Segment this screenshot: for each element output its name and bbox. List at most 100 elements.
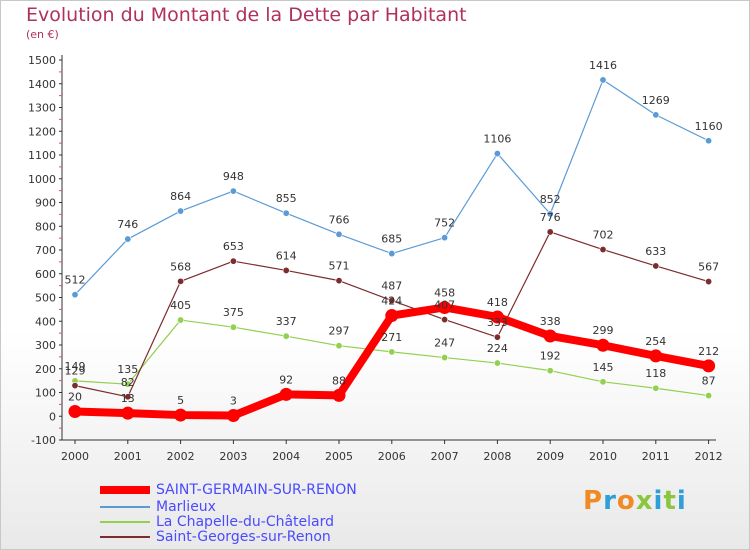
- data-label: 776: [540, 211, 561, 224]
- data-point: [229, 187, 237, 195]
- logo-letter: r: [603, 486, 617, 516]
- data-label: 135: [117, 363, 138, 376]
- logo-letter: o: [616, 486, 636, 516]
- y-tick-label: 1200: [28, 125, 56, 138]
- logo-letter: P: [583, 486, 604, 516]
- data-point: [649, 349, 663, 363]
- data-label: 948: [223, 170, 244, 183]
- data-label: 407: [434, 299, 455, 312]
- data-label: 571: [329, 260, 350, 273]
- data-point: [546, 228, 554, 236]
- data-point: [546, 367, 554, 375]
- data-point: [226, 409, 240, 423]
- data-label: 567: [698, 261, 719, 274]
- data-label: 746: [117, 218, 138, 231]
- data-label: 247: [434, 337, 455, 350]
- data-label: 852: [540, 193, 561, 206]
- data-point: [124, 393, 132, 401]
- data-label: 702: [593, 229, 614, 242]
- data-label: 864: [170, 190, 191, 203]
- y-tick-label: 900: [35, 197, 56, 210]
- data-point: [279, 387, 293, 401]
- y-tick-label: 1000: [28, 173, 56, 186]
- x-tick-label: 2002: [167, 450, 195, 463]
- legend-swatch: [100, 506, 150, 508]
- data-point: [702, 359, 716, 373]
- data-point: [388, 250, 396, 258]
- x-tick-label: 2003: [219, 450, 247, 463]
- data-label: 418: [487, 296, 508, 309]
- data-point: [332, 388, 346, 402]
- data-label: 129: [65, 365, 86, 378]
- data-label: 1416: [589, 59, 617, 72]
- data-point: [599, 246, 607, 254]
- data-label: 424: [381, 295, 402, 308]
- legend-swatch: [100, 536, 150, 538]
- x-tick-label: 2008: [483, 450, 511, 463]
- data-label: 855: [276, 192, 297, 205]
- data-label: 192: [540, 350, 561, 363]
- data-point: [599, 378, 607, 386]
- data-label: 1160: [695, 120, 723, 133]
- data-point: [229, 323, 237, 331]
- y-tick-label: 1100: [28, 149, 56, 162]
- y-tick-label: 0: [49, 410, 56, 423]
- y-tick-label: 100: [35, 387, 56, 400]
- data-point: [652, 111, 660, 119]
- data-label: 752: [434, 217, 455, 230]
- data-label: 614: [276, 249, 297, 262]
- data-label: 333: [487, 316, 508, 329]
- data-point: [705, 392, 713, 400]
- data-label: 20: [68, 391, 82, 404]
- data-point: [599, 76, 607, 84]
- logo-letter: x: [635, 486, 654, 516]
- data-point: [652, 262, 660, 270]
- data-label: 92: [279, 373, 293, 386]
- y-tick-label: 1500: [28, 54, 56, 67]
- data-point: [493, 150, 501, 158]
- x-tick-label: 2000: [61, 450, 89, 463]
- data-label: 297: [329, 325, 350, 338]
- data-point: [705, 278, 713, 286]
- data-point: [385, 309, 399, 323]
- data-label: 338: [540, 315, 561, 328]
- data-labels-layer: 20 13 5 392 88424458418338299254212512746864…: [65, 59, 723, 408]
- legend-swatch: [100, 521, 150, 523]
- legend-label: SAINT-GERMAIN-SUR-RENON: [156, 482, 357, 498]
- data-label: 88: [332, 374, 346, 387]
- x-tick-label: 2010: [589, 450, 617, 463]
- data-point: [124, 235, 132, 243]
- axes: -100 0 100 200 300 400 500 600 700 800 900 1000 1100…: [28, 54, 723, 463]
- data-label: 149: [65, 360, 86, 373]
- data-label: 653: [223, 240, 244, 253]
- data-point: [493, 359, 501, 367]
- data-label: 87: [702, 375, 716, 388]
- data-point: [282, 209, 290, 217]
- data-point: [124, 380, 132, 388]
- data-label: 568: [170, 260, 191, 273]
- data-label: 1106: [483, 133, 511, 146]
- y-tick-label: 500: [35, 292, 56, 305]
- data-label: 13: [121, 392, 135, 405]
- logo-letter: t: [663, 486, 677, 516]
- data-label: 375: [223, 306, 244, 319]
- data-point: [546, 210, 554, 218]
- data-label: 633: [645, 245, 666, 258]
- data-point: [71, 291, 79, 299]
- data-label: 82: [121, 376, 135, 389]
- data-point: [121, 406, 135, 420]
- y-tick-label: 400: [35, 315, 56, 328]
- data-point: [177, 207, 185, 215]
- data-label: 145: [593, 361, 614, 374]
- data-label: 458: [434, 286, 455, 299]
- data-point: [177, 316, 185, 324]
- x-tick-label: 2007: [431, 450, 459, 463]
- data-point: [335, 342, 343, 350]
- series-line-0: [71, 303, 713, 420]
- data-point: [282, 332, 290, 340]
- chart-title: Evolution du Montant de la Dette par Hab…: [26, 4, 467, 26]
- data-label: 337: [276, 315, 297, 328]
- data-point: [490, 310, 504, 324]
- data-point: [705, 137, 713, 145]
